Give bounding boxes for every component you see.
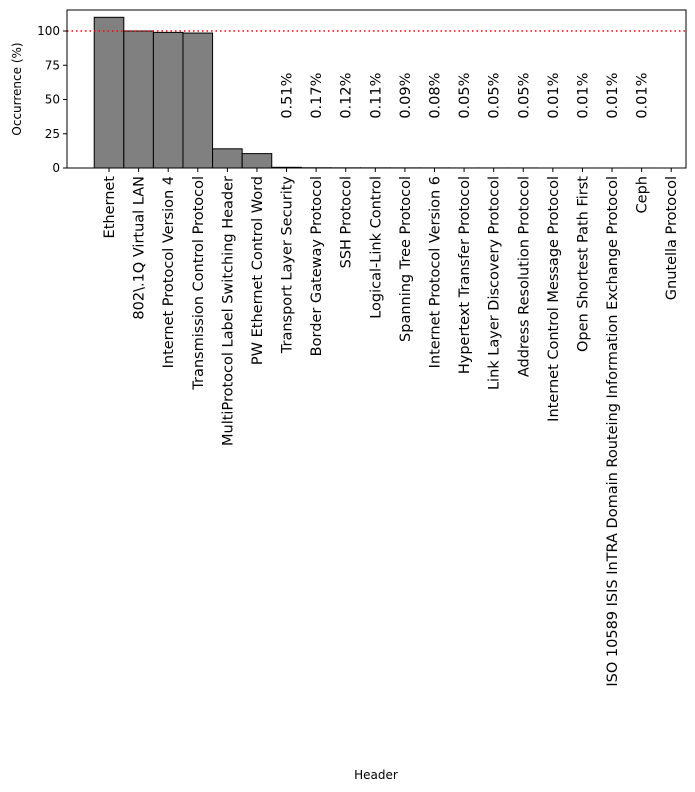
x-tick-label: Transmission Control Protocol: [191, 176, 207, 391]
data-label: 0.05%: [516, 73, 532, 119]
x-tick-label: 802\.1Q Virtual LAN: [132, 176, 148, 320]
data-label: 0.01%: [575, 73, 591, 119]
bar: [182, 32, 214, 169]
x-tick-label: Internet Protocol Version 6: [427, 176, 443, 368]
data-label: 0.12%: [339, 73, 355, 119]
bar: [152, 31, 184, 169]
bars: [93, 16, 657, 169]
x-tick-label: PW Ethernet Control Word: [250, 176, 266, 365]
bar: [123, 30, 154, 169]
data-label: 0.05%: [457, 73, 473, 119]
x-tick-label: Ceph: [635, 176, 651, 213]
data-labels: 0.51% 0.17% 0.12% 0.11% 0.09% 0.08% 0.05% 0.05%…: [280, 73, 651, 119]
x-tick-label: Spanning Tree Protocol: [398, 176, 414, 342]
bar: [93, 16, 125, 169]
x-tick-label: Open Shortest Path First: [575, 176, 591, 352]
x-axis-label: Header: [354, 768, 398, 782]
x-tick-label: Internet Control Message Protocol: [546, 176, 562, 422]
bar: [212, 148, 243, 169]
data-label: 0.01%: [635, 73, 651, 119]
x-tick-label: ISO 10589 ISIS InTRA Domain Routeing Inf…: [605, 176, 621, 687]
y-tick-label: 50: [45, 93, 60, 107]
data-label: 0.09%: [398, 73, 414, 119]
x-tick-label: Ethernet: [102, 176, 118, 239]
x-tick-label: Internet Protocol Version 4: [161, 176, 177, 368]
bar: [241, 153, 273, 169]
x-tick-label: Link Layer Discovery Protocol: [487, 176, 503, 390]
x-tick-label: MultiProtocol Label Switching Header: [220, 176, 236, 446]
x-tick-label: Transport Layer Security: [280, 176, 296, 355]
data-label: 0.08%: [427, 73, 443, 119]
data-label: 0.05%: [487, 73, 503, 119]
data-label: 0.51%: [280, 73, 296, 119]
x-tick-label: Gnutella Protocol: [664, 176, 680, 300]
y-tick-label: 25: [45, 127, 60, 141]
y-tick-label: 100: [37, 24, 60, 38]
x-tick-label: Hypertext Transfer Protocol: [457, 176, 473, 374]
y-tick-label: 0: [52, 161, 60, 175]
data-label: 0.01%: [546, 73, 562, 119]
y-axis-label: Occurrence (%): [10, 42, 24, 135]
x-axis: Ethernet 802\.1Q Virtual LAN Internet Prot…: [102, 168, 680, 687]
data-label: 0.11%: [368, 73, 384, 119]
data-label: 0.01%: [605, 73, 621, 119]
x-tick-label: Address Resolution Protocol: [516, 176, 532, 377]
data-label: 0.17%: [309, 73, 325, 119]
y-axis: 0 25 50 75 100: [37, 24, 67, 175]
plot-frame: [66, 9, 687, 169]
y-tick-label: 75: [45, 58, 60, 72]
x-tick-label: Border Gateway Protocol: [309, 176, 325, 356]
x-tick-label: SSH Protocol: [339, 176, 355, 268]
x-tick-label: Logical-Link Control: [368, 176, 384, 319]
